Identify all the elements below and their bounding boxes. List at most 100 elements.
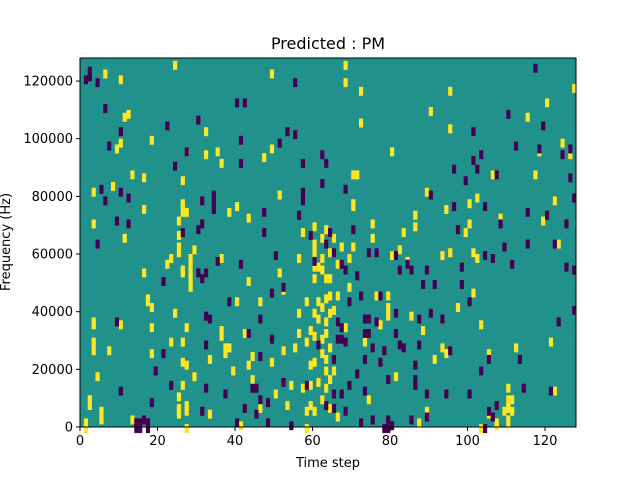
heatmap-cell-positive [386, 303, 391, 312]
y-tick-label: 100000 [23, 132, 73, 147]
heatmap-cell-negative [393, 308, 399, 318]
heatmap-cell-negative [200, 274, 205, 284]
heatmap-cell-negative [366, 248, 371, 258]
heatmap-cell-negative [428, 308, 433, 318]
heatmap-cell-negative [366, 314, 371, 324]
heatmap-cell-negative [355, 369, 360, 379]
heatmap-cell-negative [444, 389, 449, 399]
heatmap-cell-positive [324, 294, 329, 304]
heatmap-cell-positive [246, 277, 251, 287]
heatmap-cell-positive [99, 406, 104, 416]
heatmap-cell-negative [393, 251, 399, 261]
heatmap-cell-negative [568, 173, 573, 183]
heatmap-cell-negative [370, 343, 375, 353]
x-tick-label: 100 [455, 434, 480, 449]
heatmap-cell-negative [300, 196, 306, 206]
heatmap-cell-positive [238, 421, 244, 431]
heatmap-cell-negative [254, 383, 259, 393]
heatmap-cell-positive [277, 268, 282, 278]
heatmap-cell-positive [320, 254, 325, 263]
heatmap-cell-positive [308, 360, 313, 370]
heatmap-cell-positive [176, 403, 182, 413]
heatmap-cell-negative [331, 248, 337, 258]
heatmap-cell-positive [142, 173, 147, 183]
heatmap-cell-negative [200, 196, 205, 206]
heatmap-cell-positive [440, 251, 445, 261]
heatmap-cell-positive [111, 181, 116, 191]
heatmap-cell-negative [242, 98, 247, 108]
heatmap-cell-positive [475, 193, 480, 203]
heatmap-cell-negative [440, 314, 445, 324]
heatmap-cell-positive [510, 395, 515, 405]
heatmap-cell-negative [277, 138, 282, 148]
heatmap-cell-positive [320, 303, 325, 312]
heatmap-cell-positive [351, 170, 356, 180]
heatmap-cell-positive [227, 343, 232, 353]
heatmap-cell-negative [324, 401, 329, 411]
heatmap-cell-negative [343, 184, 348, 194]
heatmap-cell-negative [362, 314, 368, 324]
heatmap-cell-positive [83, 424, 89, 434]
heatmap-cell-negative [347, 380, 352, 390]
heatmap-cell-positive [312, 308, 317, 318]
heatmap-cell-negative [204, 383, 209, 393]
heatmap-cell-positive [289, 380, 294, 390]
heatmap-cell-positive [366, 395, 371, 405]
heatmap-cell-negative [238, 135, 244, 145]
heatmap-cell-negative [483, 251, 488, 261]
heatmap-cell-negative [525, 207, 530, 217]
heatmap-cell-positive [258, 297, 263, 307]
heatmap-cell-negative [258, 352, 263, 361]
heatmap-cell-positive [386, 311, 391, 321]
heatmap-cell-positive [413, 222, 418, 232]
heatmap-cell-positive [506, 383, 511, 393]
heatmap-cell-positive [250, 375, 255, 385]
heatmap-cell-negative [254, 409, 259, 419]
heatmap-cell-positive [506, 395, 511, 405]
heatmap-cell-positive [328, 274, 333, 284]
heatmap-cell-positive [235, 297, 240, 307]
heatmap-cell-positive [297, 254, 302, 263]
heatmap-cell-positive [188, 271, 193, 281]
heatmap-cell-positive [409, 311, 414, 321]
heatmap-cell-negative [525, 239, 530, 249]
heatmap-cell-negative [494, 170, 499, 180]
heatmap-cell-positive [359, 86, 364, 96]
heatmap-cell-positive [390, 147, 395, 157]
heatmap-cell-positive [219, 326, 224, 336]
heatmap-cell-negative [568, 144, 573, 154]
heatmap-cell-positive [428, 107, 433, 116]
heatmap-cell-negative [533, 63, 538, 73]
heatmap-cell-negative [297, 210, 302, 220]
heatmap-cell-positive [235, 202, 240, 212]
heatmap-cell-negative [114, 317, 120, 327]
heatmap-cell-positive [176, 230, 182, 240]
heatmap-cell-negative [262, 228, 267, 238]
heatmap-cell-positive [324, 383, 329, 393]
heatmap-cell-negative [118, 187, 123, 197]
heatmap-cell-negative [196, 115, 201, 125]
heatmap-cell-positive [335, 291, 340, 301]
heatmap-cell-negative [479, 366, 484, 376]
heatmap-cell-positive [149, 303, 154, 312]
heatmap-cell-positive [533, 170, 538, 180]
heatmap-cell-negative [378, 291, 383, 301]
heatmap-cell-negative [281, 282, 286, 292]
heatmap-cell-positive [514, 343, 519, 353]
heatmap-cell-positive [142, 268, 147, 278]
heatmap-cell-positive [184, 406, 189, 416]
heatmap-cell-negative [281, 377, 286, 387]
heatmap-cell-positive [328, 248, 333, 258]
heatmap-cell-negative [374, 248, 379, 258]
heatmap-cell-positive [335, 412, 340, 422]
x-tick-label: 0 [76, 434, 84, 449]
heatmap-cell-positive [467, 199, 472, 209]
heatmap-cell-positive [250, 352, 255, 361]
heatmap-cell-positive [331, 366, 337, 376]
heatmap-cell-negative [355, 271, 360, 281]
heatmap-cell-positive [277, 190, 282, 200]
heatmap-cell-negative [397, 340, 402, 350]
heatmap-cell-positive [188, 254, 193, 263]
heatmap-cell-positive [107, 346, 112, 356]
